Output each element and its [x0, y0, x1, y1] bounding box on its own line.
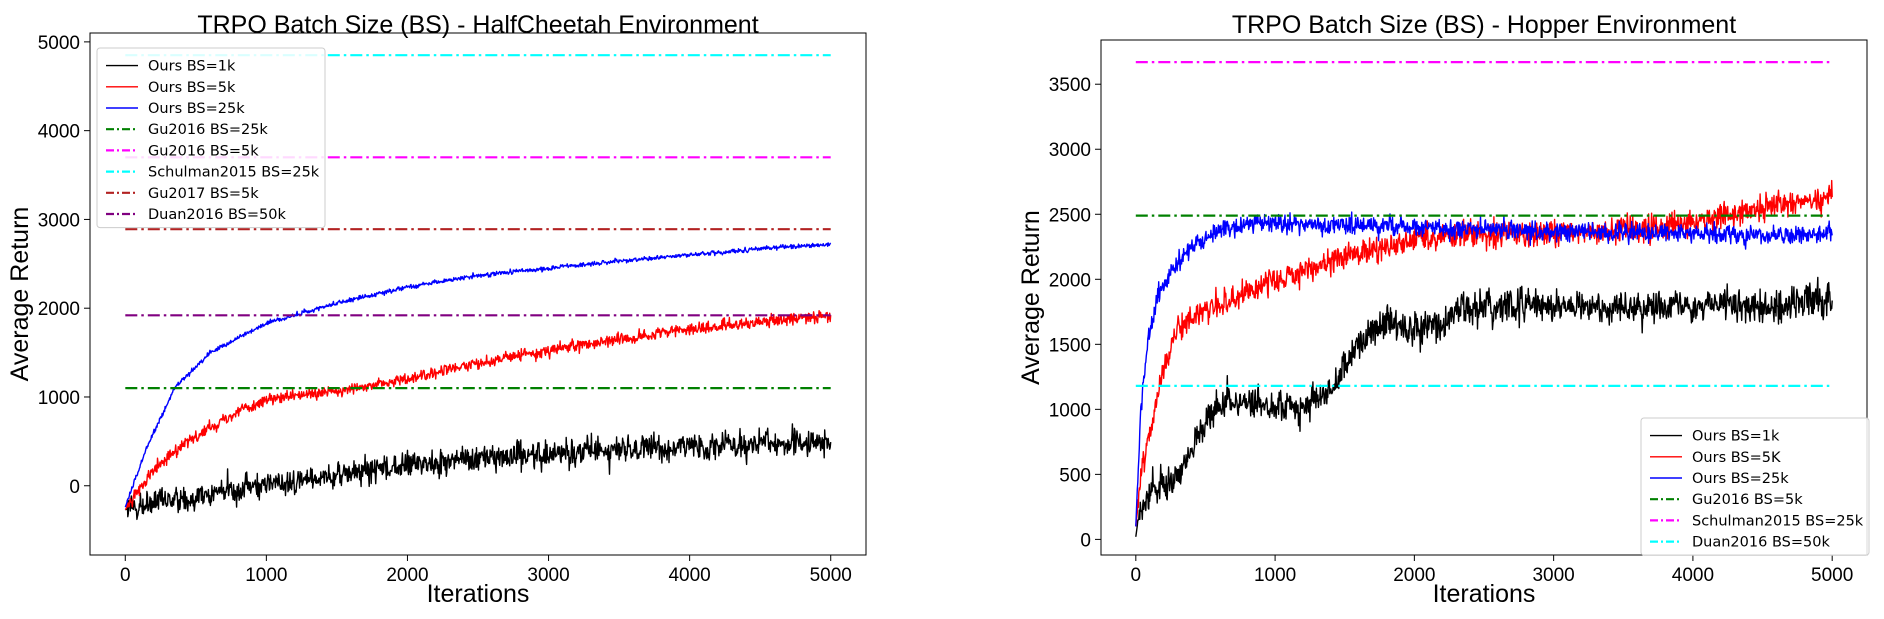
y-tick-label: 4000 — [38, 122, 80, 143]
chart-title: TRPO Batch Size (BS) - Hopper Environmen… — [1232, 11, 1736, 39]
series-group — [124, 54, 832, 521]
x-tick-label: 0 — [1131, 565, 1142, 586]
x-tick-label: 5000 — [810, 565, 852, 586]
x-tick-label: 1000 — [1254, 565, 1296, 586]
legend-label: Gu2016 BS=5k — [148, 143, 259, 159]
axes-frame — [1100, 39, 1868, 556]
y-tick-label: 2500 — [1049, 205, 1091, 226]
x-tick-label: 4000 — [668, 565, 710, 586]
series-group — [1135, 61, 1833, 537]
y-tick-label: 1000 — [38, 388, 80, 409]
chart-hopper: 0 1000 2000 3000 4000 5000 0 500 1000 1500 2000 250… — [1017, 11, 1870, 608]
x-axis-label: Iterations — [427, 580, 530, 608]
x-tick-label: 1000 — [245, 565, 287, 586]
y-tick-label: 1500 — [1049, 335, 1091, 356]
legend-box — [96, 47, 326, 229]
legend-label: Schulman2015 BS=25k — [1692, 513, 1864, 529]
x-tick-label: 2000 — [1393, 565, 1435, 586]
x-tick-label: 0 — [120, 565, 131, 586]
series-line-1 — [124, 310, 832, 511]
legend-box — [1640, 417, 1870, 556]
legend-label: Duan2016 BS=50k — [1692, 535, 1830, 551]
chart-title: TRPO Batch Size (BS) - HalfCheetah Envir… — [197, 11, 758, 39]
y-tick-label: 500 — [1059, 465, 1091, 486]
y-tick-label: 1000 — [1049, 400, 1091, 421]
chart-halfcheetah: 0 1000 2000 3000 4000 5000 0 1000 2000 3000 4000 50… — [6, 11, 867, 608]
legend-label: Ours BS=1k — [1692, 429, 1780, 445]
x-tick-label: 3000 — [527, 565, 569, 586]
legend-label: Gu2016 BS=25k — [148, 122, 268, 138]
legend-label: Ours BS=25k — [1692, 471, 1789, 487]
y-tick-label: 0 — [1080, 530, 1091, 551]
legend-label: Ours BS=25k — [148, 101, 245, 117]
x-axis-label: Iterations — [1433, 580, 1536, 608]
series-line-2 — [124, 242, 832, 508]
x-tick-label: 4000 — [1672, 565, 1714, 586]
y-tick-label: 2000 — [38, 299, 80, 320]
legend: Ours BS=1k Ours BS=5k Ours BS=25k Gu2016 BS… — [96, 47, 326, 229]
legend: Ours BS=1k Ours BS=5K Ours BS=25k Gu2016 BS… — [1640, 417, 1870, 556]
legend-label: Ours BS=5K — [1692, 450, 1781, 466]
legend-label: Ours BS=5k — [148, 80, 236, 96]
y-tick-label: 2000 — [1049, 270, 1091, 291]
series-line-0 — [125, 423, 832, 521]
series-line-0 — [1135, 276, 1833, 537]
y-tick-label: 3000 — [38, 210, 80, 231]
x-tick-label: 5000 — [1811, 565, 1853, 586]
legend-label: Duan2016 BS=50k — [148, 207, 286, 223]
legend-label: Gu2016 BS=5k — [1692, 492, 1803, 508]
legend-label: Schulman2015 BS=25k — [148, 165, 320, 181]
legend-label: Ours BS=1k — [148, 59, 236, 75]
y-tick-label: 3500 — [1049, 75, 1091, 96]
y-axis-label: Average Return — [1017, 210, 1045, 385]
y-axis-label: Average Return — [6, 207, 34, 382]
y-tick-label: 0 — [69, 477, 80, 498]
series-line-2 — [1135, 211, 1833, 527]
y-tick-label: 3000 — [1049, 140, 1091, 161]
axes-frame — [89, 32, 867, 556]
x-tick-label: 2000 — [386, 565, 428, 586]
legend-label: Gu2017 BS=5k — [148, 186, 259, 202]
x-tick-label: 3000 — [1532, 565, 1574, 586]
y-tick-label: 5000 — [38, 33, 80, 54]
